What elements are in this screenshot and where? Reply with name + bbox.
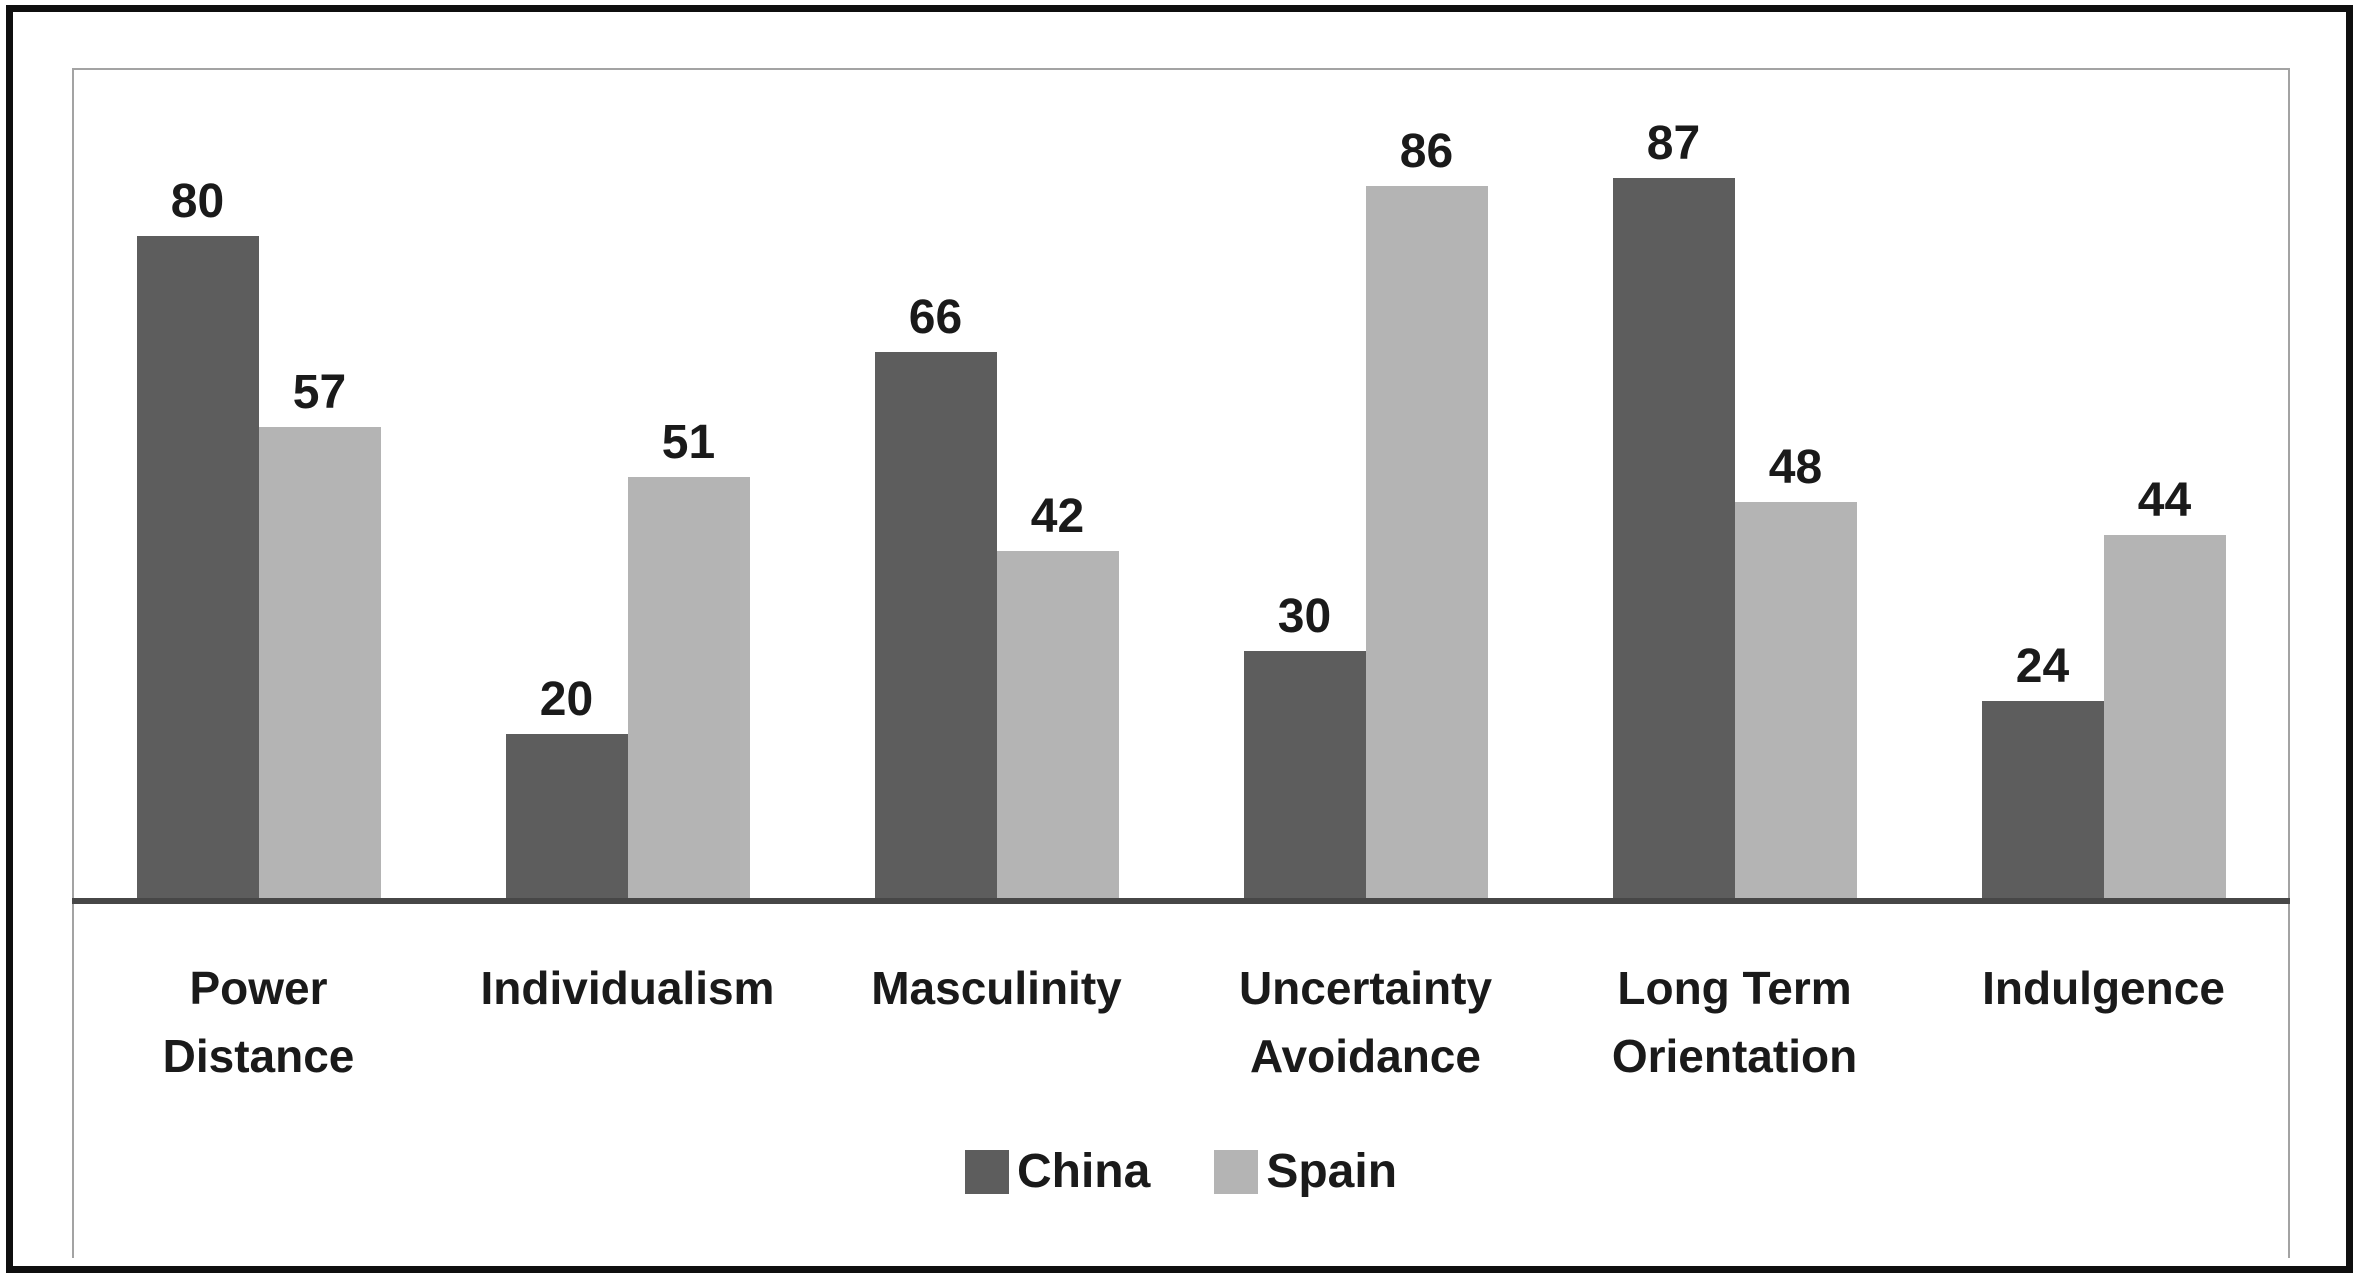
bar-spain-uncertainty-avoidance: 86 <box>1365 128 1488 900</box>
bar-spain-power-distance: 57 <box>258 369 381 900</box>
category-label-masculinity: Masculinity <box>812 954 1181 1090</box>
category-label-line: Individualism <box>480 962 775 1014</box>
bar-value-label: 48 <box>1768 441 1823 494</box>
category-label-uncertainty-avoidance: Uncertainty Avoidance <box>1181 954 1550 1090</box>
category-label-line: Masculinity <box>871 962 1122 1014</box>
category-label-line: Orientation <box>1611 1030 1858 1082</box>
legend-label: Spain <box>1266 1145 1398 1198</box>
bar-china-long-term-orientation: 87 <box>1612 120 1735 900</box>
bar-pair: 87 48 <box>1612 120 1857 900</box>
bar-group-long-term-orientation: 87 48 <box>1550 70 1919 900</box>
chart-frame: 80 57 20 51 66 42 30 86 87 48 24 44 Powe… <box>72 68 2290 1258</box>
plot-area: 80 57 20 51 66 42 30 86 87 48 24 44 <box>74 70 2288 900</box>
legend: China Spain <box>74 1148 2288 1196</box>
bar-china-indulgence: 24 <box>1981 643 2104 900</box>
bar-value-label: 30 <box>1277 590 1332 643</box>
legend-item-spain: Spain <box>1214 1148 1397 1196</box>
bar-group-indulgence: 24 44 <box>1919 70 2288 900</box>
category-label-line: Uncertainty <box>1238 962 1493 1014</box>
bar-china-individualism: 20 <box>505 676 628 900</box>
legend-item-china: China <box>964 1145 1151 1198</box>
bar-value-label: 51 <box>661 416 716 469</box>
bar-pair: 24 44 <box>1981 477 2226 900</box>
bar-pair: 30 86 <box>1243 128 1488 900</box>
category-label-long-term-orientation: Long Term Orientation <box>1550 954 1919 1090</box>
bar-group-power-distance: 80 57 <box>74 70 443 900</box>
bar-value-label: 20 <box>539 673 594 726</box>
bar-value-label: 24 <box>2015 640 2070 693</box>
bar-spain-long-term-orientation: 48 <box>1734 444 1857 900</box>
bar-value-label: 66 <box>908 291 963 344</box>
bar-value-label: 44 <box>2137 474 2192 527</box>
bar-pair: 20 51 <box>505 419 750 900</box>
category-label-line: Distance <box>162 1030 355 1082</box>
category-label-line: Avoidance <box>1250 1030 1481 1082</box>
category-label-indulgence: Indulgence <box>1919 954 2288 1090</box>
bar-group-masculinity: 66 42 <box>812 70 1181 900</box>
bar-china-masculinity: 66 <box>874 294 997 900</box>
bar-value-label: 80 <box>170 175 225 228</box>
bar-value-label: 87 <box>1646 117 1701 170</box>
x-axis-line <box>72 898 2290 904</box>
category-label-line: Power <box>189 962 328 1014</box>
bar-value-label: 57 <box>292 366 347 419</box>
category-label-individualism: Individualism <box>443 954 812 1090</box>
bar-group-uncertainty-avoidance: 30 86 <box>1181 70 1550 900</box>
bar-spain-individualism: 51 <box>627 419 750 900</box>
legend-label: China <box>1016 1145 1151 1198</box>
bar-china-uncertainty-avoidance: 30 <box>1243 593 1366 900</box>
legend-swatch-spain <box>1214 1150 1259 1194</box>
category-axis: Power Distance Individualism Masculinity Unc… <box>74 954 2288 1090</box>
bar-spain-indulgence: 44 <box>2103 477 2226 900</box>
category-label-line: Long Term <box>1617 962 1852 1014</box>
category-label-power-distance: Power Distance <box>74 954 443 1090</box>
bar-china-power-distance: 80 <box>136 178 259 900</box>
bar-value-label: 86 <box>1399 125 1454 178</box>
bar-pair: 80 57 <box>136 178 381 900</box>
bar-spain-masculinity: 42 <box>996 493 1119 900</box>
bar-value-label: 42 <box>1030 490 1085 543</box>
legend-swatch-china <box>964 1150 1009 1194</box>
bar-group-individualism: 20 51 <box>443 70 812 900</box>
bar-pair: 66 42 <box>874 294 1119 900</box>
category-label-line: Indulgence <box>1982 962 2225 1014</box>
